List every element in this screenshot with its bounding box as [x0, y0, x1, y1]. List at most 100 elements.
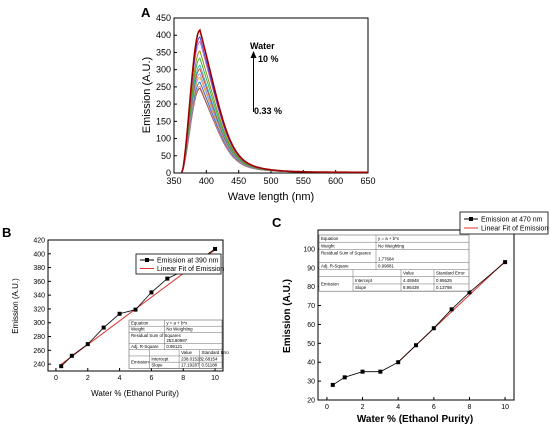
c-fit-row-value: 1.77684: [378, 256, 394, 261]
b-fit-param-cell: 17.19287: [181, 363, 200, 368]
c-data-point: [396, 360, 401, 365]
c-fit-row-value: y = a + b*x: [378, 236, 400, 241]
c-fit-header-cell: Standard Error: [436, 271, 465, 276]
chart-c-xlabel: Water % (Ethanol Purity): [357, 414, 473, 425]
legend-b-fit-label: Linear Fit of Emission: [157, 266, 224, 273]
annotation-water-label: Water: [250, 41, 275, 51]
a-ytick-label: 250: [156, 82, 171, 92]
c-fit-table-frame: [318, 234, 470, 292]
b-fit-row-value: 0.99121: [166, 344, 182, 349]
b-data-point: [101, 325, 106, 330]
c-data-point: [431, 326, 436, 331]
c-fit-row-value: 0.99881: [378, 264, 394, 269]
a-xtick-label: 350: [166, 176, 181, 186]
chart-c-legend: Emission at 470 nm Linear Fit of Emissio…: [459, 211, 548, 235]
chart-a-xlabel: Wave length (nm): [228, 191, 314, 203]
a-xtick-label: 600: [328, 176, 343, 186]
c-fit-row-label: Weight: [321, 243, 335, 248]
b-fit-header-cell: Standard Erro: [202, 350, 230, 355]
c-data-point: [414, 343, 418, 348]
a-ytick-label: 400: [156, 30, 171, 40]
b-data-point: [69, 353, 74, 358]
c-fit-param-cell: 8.95439: [403, 285, 419, 290]
a-xtick-label: 550: [296, 176, 311, 186]
annotation-arrow-head-icon: [250, 51, 257, 58]
c-ytick-label: 30: [307, 379, 315, 386]
c-data-line: [332, 261, 506, 386]
c-ytick-label: 80: [307, 284, 315, 291]
b-data-point: [165, 276, 170, 281]
c-fit-param-cell: 4.45948: [403, 278, 419, 283]
legend-c-emission-label: Emission at 470 nm: [481, 217, 543, 224]
chart-b-emission-390: 240 260 280 300 320 340 360 380 400 420 0 2 4 6 8 10 E…: [11, 238, 229, 399]
b-fit-row-value: y = a + b*x: [166, 320, 188, 325]
b-ytick-label: 400: [33, 251, 45, 258]
b-ytick-label: 280: [33, 334, 45, 341]
a-xtick-label: 400: [199, 176, 214, 186]
chart-a-ylabel: Emission (A.U.): [141, 57, 153, 133]
b-ytick-label: 340: [33, 293, 45, 300]
b-fit-row-value: No Weighting: [166, 327, 193, 332]
annotation-top-value: 10 %: [258, 54, 279, 64]
a-spectrum-line: [181, 64, 368, 173]
chart-b-ylabel: Emission (A.U.): [11, 278, 20, 334]
a-xtick-label: 650: [360, 176, 375, 186]
b-ytick-label: 300: [33, 320, 45, 327]
b-xtick-label: 6: [149, 375, 153, 382]
a-ytick-label: 150: [156, 116, 171, 126]
b-fit-table-frame: [128, 319, 223, 369]
a-ytick-label: 300: [156, 65, 171, 75]
c-data-point: [467, 290, 472, 295]
c-ytick-label: 50: [307, 341, 315, 348]
b-fit-row-label: Adj. R-Square: [131, 344, 159, 349]
a-ytick-label: 50: [161, 151, 171, 161]
c-fit-header-cell: Value: [403, 271, 414, 276]
chart-c-fit-table: Equation y = a + b*x Weight No Weighting Res…: [318, 234, 470, 292]
a-ytick-label: 0: [166, 168, 171, 178]
c-xtick-label: 6: [432, 404, 436, 411]
b-data-point: [133, 307, 138, 312]
chart-c-frame: [317, 229, 515, 401]
a-xtick-label: 450: [231, 176, 246, 186]
b-xtick-label: 8: [181, 375, 185, 382]
chart-b-fit-table: Equation y = a + b*x Weight No WeightingRes…: [128, 319, 230, 369]
c-ytick-label: 60: [307, 322, 315, 329]
b-ytick-label: 360: [33, 279, 45, 286]
c-ytick-label: 40: [307, 360, 315, 367]
c-data-point: [503, 260, 508, 265]
a-xtick-label: 500: [263, 176, 278, 186]
chart-b-legend: Emission at 390 nm Linear Fit of Emissio…: [135, 253, 224, 275]
c-data-point: [330, 382, 335, 387]
c-xtick-label: 10: [501, 404, 509, 411]
a-ytick-label: 450: [156, 13, 171, 23]
c-data-point: [449, 307, 454, 312]
legend-c-emission-marker: [469, 217, 473, 221]
b-xtick-label: 0: [54, 375, 58, 382]
chart-c-ylabel: Emission (A.U.): [282, 279, 293, 353]
legend-c-fit-label: Linear Fit of Emission: [481, 226, 548, 233]
c-fit-row-value: No Weighting: [378, 243, 405, 248]
c-xtick-label: 2: [361, 404, 365, 411]
c-ytick-label: 100: [303, 246, 315, 253]
a-spectrum-line: [181, 85, 368, 173]
c-fit-param-cell: Emission: [321, 281, 339, 286]
b-ytick-label: 260: [33, 348, 45, 355]
b-fit-param-cell: Intercept: [151, 356, 169, 361]
c-fit-row-label: Residual Sum of Squares: [321, 251, 372, 256]
b-data-point: [213, 246, 218, 251]
c-fit-param-cell: 0.13798: [436, 285, 452, 290]
a-ytick-label: 100: [156, 134, 171, 144]
b-fit-row-label: Residual Sum of Squares: [131, 333, 182, 338]
b-ytick-label: 420: [33, 238, 45, 245]
legend-b-emission-marker: [145, 258, 149, 262]
c-fit-param-cell: Slope: [355, 285, 367, 290]
chart-a-emission-spectra: 0 50 100 150 200 250 300 350 400 450 350 400 450 500…: [141, 13, 376, 203]
c-fit-row-label: Adj. R-Square: [321, 264, 349, 269]
a-ytick-label: 350: [156, 47, 171, 57]
b-fit-row-label: Weight: [131, 327, 145, 332]
c-data-point: [360, 369, 365, 374]
chart-b-legend-box: [135, 253, 222, 275]
annotation-bottom-value: 0.33 %: [254, 106, 282, 116]
chart-b-frame: [47, 239, 224, 372]
